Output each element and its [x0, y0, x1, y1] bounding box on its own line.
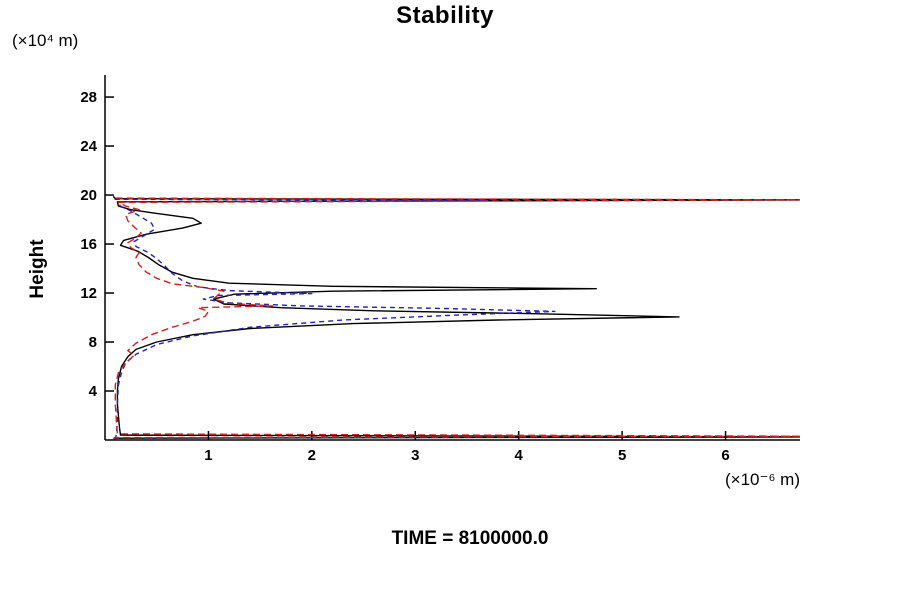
y-axis-ticks: 4 8 12 16 20 24 28: [80, 89, 114, 400]
series-dashed-red: [112, 195, 800, 440]
y-tick-label: 4: [89, 383, 98, 400]
x-tick-label: 4: [515, 447, 524, 464]
x-tick-label: 5: [618, 447, 626, 464]
y-axis-unit-label: (×10⁴ m): [12, 31, 79, 50]
y-tick-label: 28: [80, 89, 97, 106]
y-tick-label: 20: [80, 187, 97, 204]
x-tick-label: 2: [308, 447, 316, 464]
x-tick-label: 3: [411, 447, 419, 464]
y-tick-label: 12: [80, 285, 97, 302]
time-label: TIME = 8100000.0: [391, 528, 549, 549]
x-axis-unit-label: (×10⁻⁶ m): [724, 470, 800, 489]
series-solid-black: [112, 195, 800, 440]
y-tick-label: 16: [80, 236, 97, 253]
y-tick-label: 8: [89, 334, 97, 351]
x-tick-label: 1: [204, 447, 212, 464]
series-dashed-blue: [112, 195, 556, 440]
x-tick-label: 6: [721, 447, 729, 464]
chart-title: Stability: [396, 2, 494, 29]
y-tick-label: 24: [80, 138, 97, 155]
axes: [104, 75, 800, 441]
